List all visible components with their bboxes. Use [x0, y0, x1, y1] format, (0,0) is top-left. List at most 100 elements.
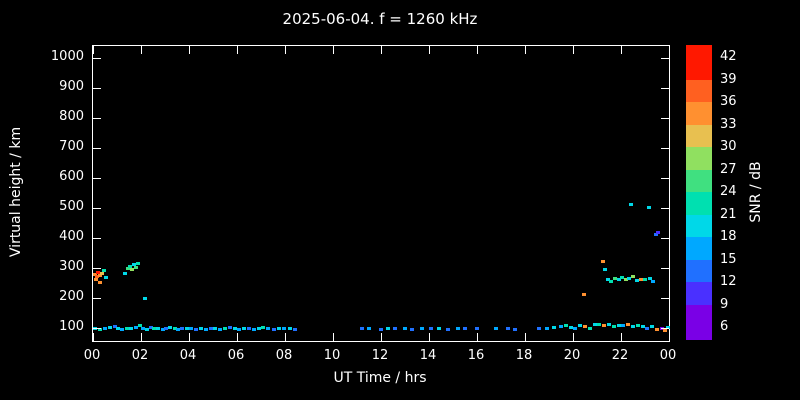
- colorbar-tick-label: 18: [720, 229, 737, 244]
- data-point: [104, 276, 109, 279]
- y-tick-label: 800: [59, 109, 84, 124]
- y-tick-mark: [661, 148, 669, 149]
- x-axis-label: UT Time / hrs: [333, 370, 427, 386]
- x-tick-label: 18: [515, 348, 533, 363]
- colorbar-segment: [686, 304, 712, 340]
- data-point: [583, 325, 587, 329]
- y-tick-mark: [93, 178, 101, 179]
- colorbar-tick-label: 6: [720, 319, 729, 334]
- data-point: [634, 279, 639, 282]
- x-tick-label: 10: [323, 348, 341, 363]
- data-point: [568, 325, 573, 329]
- colorbar-tick-label: 27: [720, 161, 737, 177]
- data-point: [627, 276, 632, 280]
- y-tick-mark: [661, 268, 669, 269]
- data-point: [646, 205, 651, 209]
- x-tick-mark: [141, 46, 142, 54]
- y-tick-mark: [93, 328, 101, 329]
- y-tick-mark: [93, 118, 101, 119]
- data-point: [98, 280, 103, 284]
- data-point: [247, 327, 251, 331]
- data-point: [251, 327, 256, 331]
- x-tick-label: 16: [467, 348, 485, 363]
- x-tick-mark: [237, 46, 238, 54]
- data-point: [184, 327, 189, 331]
- x-tick-mark: [573, 46, 574, 54]
- data-point: [95, 270, 100, 274]
- data-point: [403, 327, 407, 330]
- y-axis-label: Virtual height / km: [8, 126, 24, 258]
- y-tick-mark: [93, 148, 101, 149]
- y-tick-mark: [661, 88, 669, 89]
- y-tick-mark: [661, 118, 669, 119]
- data-point: [98, 327, 103, 331]
- data-point: [292, 327, 297, 331]
- data-point: [128, 264, 133, 268]
- x-tick-mark: [189, 46, 190, 54]
- y-tick-label: 700: [59, 139, 84, 154]
- data-point: [655, 328, 659, 332]
- colorbar-segment: [686, 45, 712, 80]
- x-tick-mark: [477, 333, 478, 341]
- x-tick-mark: [429, 46, 430, 54]
- colorbar-segment: [686, 102, 712, 125]
- data-point: [656, 231, 661, 234]
- y-tick-label: 1000: [50, 49, 84, 64]
- x-tick-mark: [429, 333, 430, 341]
- data-point: [513, 327, 518, 331]
- data-point: [107, 325, 112, 329]
- data-point: [601, 260, 605, 264]
- y-tick-label: 400: [59, 229, 84, 244]
- chart-title: 2025-06-04. f = 1260 kHz: [282, 10, 478, 28]
- data-point: [623, 278, 628, 282]
- data-point: [621, 324, 626, 327]
- data-point: [607, 323, 611, 327]
- data-point: [172, 327, 177, 330]
- data-point: [237, 327, 242, 331]
- data-point: [628, 202, 633, 206]
- data-point: [256, 327, 261, 330]
- data-point: [281, 327, 286, 331]
- y-tick-mark: [93, 268, 101, 269]
- data-point: [100, 271, 105, 275]
- data-point: [133, 266, 138, 270]
- data-point: [626, 323, 631, 327]
- y-tick-mark: [661, 328, 669, 329]
- colorbar-segment: [686, 259, 712, 282]
- data-point: [463, 327, 467, 331]
- plot-area: [92, 45, 670, 342]
- data-point: [581, 292, 586, 296]
- data-point: [620, 276, 625, 279]
- x-tick-label: 14: [419, 348, 437, 363]
- data-point: [94, 275, 99, 279]
- data-point: [176, 327, 181, 331]
- data-point: [639, 277, 644, 281]
- data-point: [125, 267, 130, 270]
- data-point: [152, 327, 157, 330]
- data-point: [587, 327, 592, 330]
- data-point: [663, 329, 668, 333]
- x-tick-label: 02: [131, 348, 149, 363]
- x-tick-mark: [93, 46, 94, 54]
- data-point: [551, 326, 556, 330]
- data-point: [603, 267, 608, 271]
- data-point: [616, 323, 621, 327]
- data-point: [609, 279, 614, 283]
- data-point: [141, 327, 146, 330]
- y-tick-label: 600: [59, 169, 84, 184]
- data-point: [631, 324, 635, 328]
- y-tick-mark: [661, 208, 669, 209]
- data-point: [645, 327, 650, 330]
- data-point: [605, 278, 610, 282]
- x-tick-mark: [381, 333, 382, 341]
- colorbar-tick-label: 21: [720, 206, 737, 222]
- data-point: [631, 275, 635, 279]
- data-point: [665, 326, 670, 330]
- data-point: [266, 327, 271, 330]
- data-point: [232, 327, 237, 330]
- x-tick-label: 00: [659, 348, 677, 363]
- data-point: [410, 327, 415, 331]
- x-tick-mark: [285, 46, 286, 54]
- data-point: [635, 324, 640, 327]
